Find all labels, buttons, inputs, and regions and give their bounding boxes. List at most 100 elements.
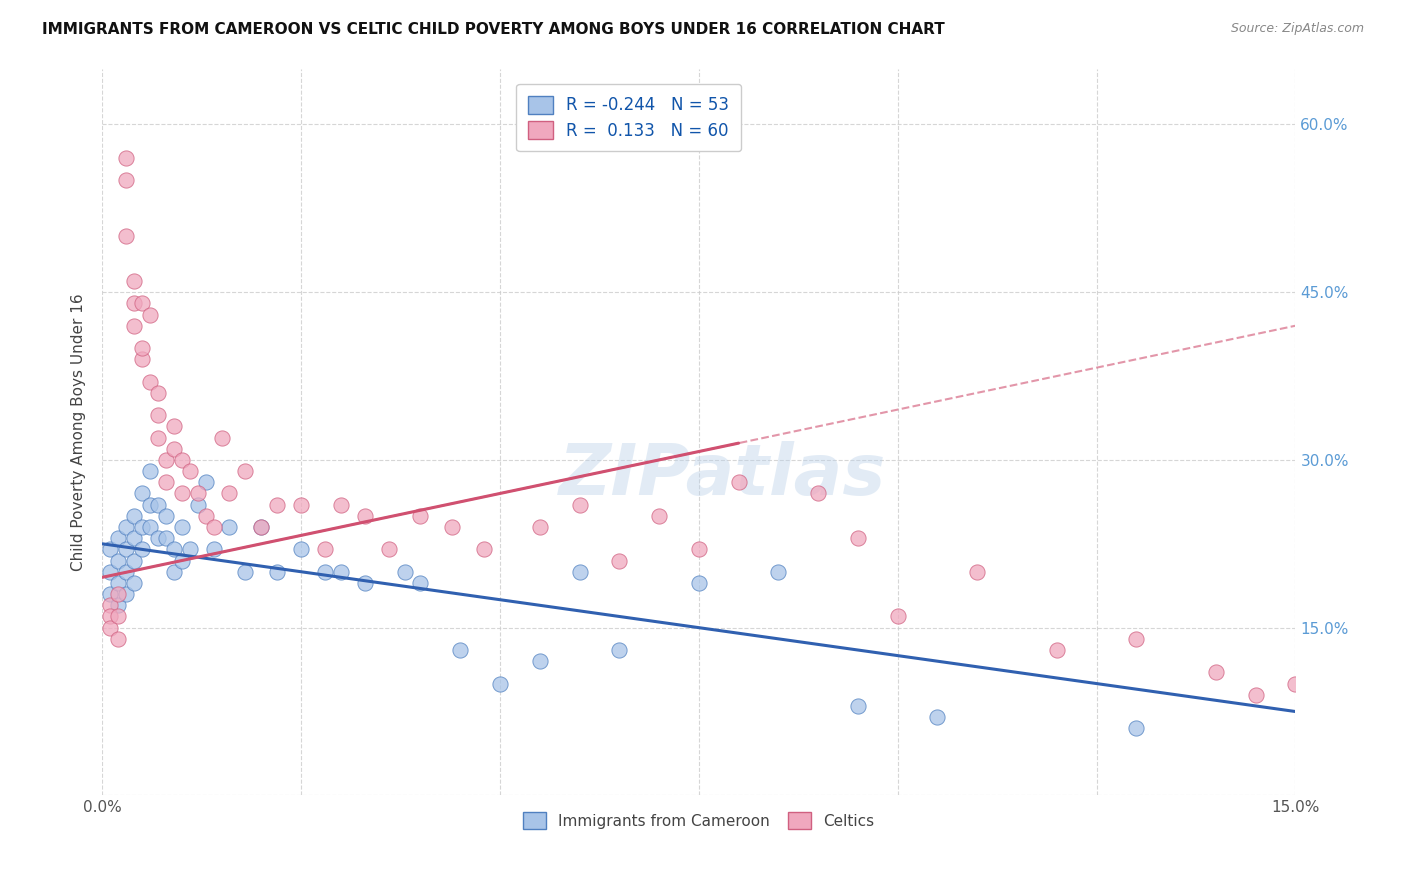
Point <box>314 542 336 557</box>
Point <box>1046 643 1069 657</box>
Point <box>131 542 153 557</box>
Point <box>846 698 869 713</box>
Point <box>218 486 240 500</box>
Point <box>179 542 201 557</box>
Point <box>107 632 129 646</box>
Point <box>807 486 830 500</box>
Point <box>472 542 495 557</box>
Point <box>329 498 352 512</box>
Point <box>353 576 375 591</box>
Point <box>122 531 145 545</box>
Point <box>98 565 121 579</box>
Point <box>194 508 217 523</box>
Point <box>107 576 129 591</box>
Point <box>688 576 710 591</box>
Point <box>1284 676 1306 690</box>
Point <box>1364 654 1386 668</box>
Point <box>607 553 630 567</box>
Point <box>266 565 288 579</box>
Point <box>115 151 138 165</box>
Point <box>529 654 551 668</box>
Point <box>441 520 464 534</box>
Point <box>607 643 630 657</box>
Point <box>846 531 869 545</box>
Point <box>266 498 288 512</box>
Point <box>218 520 240 534</box>
Point <box>290 498 312 512</box>
Point <box>107 587 129 601</box>
Point <box>314 565 336 579</box>
Point <box>107 599 129 613</box>
Point <box>202 542 225 557</box>
Point <box>146 498 169 512</box>
Point <box>966 565 988 579</box>
Point <box>727 475 749 490</box>
Point <box>170 520 193 534</box>
Point <box>115 587 138 601</box>
Text: IMMIGRANTS FROM CAMEROON VS CELTIC CHILD POVERTY AMONG BOYS UNDER 16 CORRELATION: IMMIGRANTS FROM CAMEROON VS CELTIC CHILD… <box>42 22 945 37</box>
Point <box>155 508 177 523</box>
Point <box>163 565 186 579</box>
Point <box>163 419 186 434</box>
Point <box>131 486 153 500</box>
Point <box>163 542 186 557</box>
Point <box>98 599 121 613</box>
Point <box>1125 721 1147 735</box>
Point <box>211 431 233 445</box>
Text: Source: ZipAtlas.com: Source: ZipAtlas.com <box>1230 22 1364 36</box>
Point <box>139 464 162 478</box>
Point <box>122 576 145 591</box>
Point <box>146 408 169 422</box>
Point <box>568 565 591 579</box>
Point <box>146 531 169 545</box>
Point <box>139 498 162 512</box>
Point <box>409 508 432 523</box>
Point <box>179 464 201 478</box>
Point <box>146 385 169 400</box>
Point <box>1324 698 1347 713</box>
Point <box>131 296 153 310</box>
Legend: Immigrants from Cameroon, Celtics: Immigrants from Cameroon, Celtics <box>517 806 880 835</box>
Point <box>107 553 129 567</box>
Point <box>194 475 217 490</box>
Point <box>170 553 193 567</box>
Point <box>115 173 138 187</box>
Point <box>394 565 416 579</box>
Point <box>688 542 710 557</box>
Point <box>489 676 512 690</box>
Point <box>115 542 138 557</box>
Point <box>1244 688 1267 702</box>
Point <box>1205 665 1227 680</box>
Point <box>146 431 169 445</box>
Point <box>122 553 145 567</box>
Point <box>353 508 375 523</box>
Point <box>529 520 551 534</box>
Point <box>139 375 162 389</box>
Point <box>98 587 121 601</box>
Point <box>139 520 162 534</box>
Point <box>107 609 129 624</box>
Point <box>250 520 273 534</box>
Point <box>155 531 177 545</box>
Point <box>115 520 138 534</box>
Point <box>122 296 145 310</box>
Point <box>122 318 145 333</box>
Point <box>768 565 790 579</box>
Point <box>170 453 193 467</box>
Point <box>648 508 671 523</box>
Point <box>155 453 177 467</box>
Point <box>886 609 908 624</box>
Point <box>155 475 177 490</box>
Point <box>568 498 591 512</box>
Point <box>329 565 352 579</box>
Point <box>202 520 225 534</box>
Point <box>187 486 209 500</box>
Point <box>250 520 273 534</box>
Point <box>122 508 145 523</box>
Point <box>163 442 186 456</box>
Point <box>131 341 153 355</box>
Point <box>115 565 138 579</box>
Point <box>449 643 471 657</box>
Point <box>170 486 193 500</box>
Point <box>122 274 145 288</box>
